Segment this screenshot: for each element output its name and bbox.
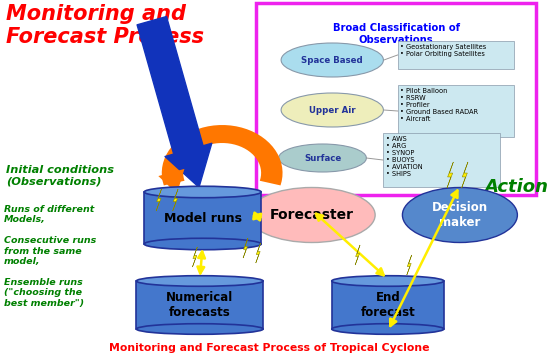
Text: Broad Classification of
Observations: Broad Classification of Observations	[332, 23, 460, 45]
Text: Initial conditions
(Observations): Initial conditions (Observations)	[6, 165, 114, 187]
Bar	[383, 133, 500, 187]
Ellipse shape	[144, 238, 261, 250]
Text: • Geostationary Satellites
• Polar Orbiting Satellites: • Geostationary Satellites • Polar Orbit…	[400, 44, 487, 57]
Ellipse shape	[403, 187, 518, 242]
Text: End
forecast: End forecast	[361, 291, 415, 319]
Bar	[398, 41, 514, 69]
Polygon shape	[173, 189, 178, 211]
Bar	[137, 281, 263, 329]
Text: • AWS
• ARG
• SYNOP
• BUOYS
• AVIATION
• SHIPS: • AWS • ARG • SYNOP • BUOYS • AVIATION •…	[386, 136, 422, 177]
Text: Model runs: Model runs	[164, 211, 242, 225]
Polygon shape	[156, 189, 161, 211]
Bar	[256, 3, 536, 195]
Polygon shape	[256, 243, 260, 263]
Text: Runs of different
Models,

Consecutive runs
from the same
model,

Ensemble runs
: Runs of different Models, Consecutive ru…	[4, 205, 96, 308]
Bar	[332, 281, 444, 329]
Polygon shape	[447, 162, 453, 188]
Text: Decision
maker: Decision maker	[432, 201, 488, 229]
Polygon shape	[355, 245, 360, 265]
Ellipse shape	[332, 324, 444, 334]
Text: Surface: Surface	[304, 154, 341, 162]
Ellipse shape	[332, 276, 444, 286]
Polygon shape	[462, 162, 468, 188]
Polygon shape	[162, 125, 283, 185]
Ellipse shape	[279, 144, 366, 172]
Text: Monitoring and
Forecast Process: Monitoring and Forecast Process	[6, 4, 204, 47]
Text: Numerical
forecasts: Numerical forecasts	[166, 291, 233, 319]
Text: • Pilot Balloon
• RSRW
• Profiler
• Ground Based RADAR
• Aircraft: • Pilot Balloon • RSRW • Profiler • Grou…	[400, 88, 478, 122]
FancyArrowPatch shape	[137, 16, 212, 187]
Ellipse shape	[144, 186, 261, 198]
Polygon shape	[407, 255, 411, 275]
Ellipse shape	[137, 276, 263, 286]
Polygon shape	[158, 169, 185, 194]
Bar	[144, 192, 261, 244]
Polygon shape	[192, 247, 197, 267]
Text: Action: Action	[484, 178, 549, 196]
Ellipse shape	[281, 93, 383, 127]
Ellipse shape	[248, 187, 375, 242]
Ellipse shape	[281, 43, 383, 77]
Ellipse shape	[137, 324, 263, 334]
Text: Upper Air: Upper Air	[309, 106, 356, 115]
Text: Monitoring and Forecast Process of Tropical Cyclone: Monitoring and Forecast Process of Tropi…	[109, 343, 429, 353]
Text: Forecaster: Forecaster	[270, 208, 354, 222]
Bar	[398, 85, 514, 137]
Text: Space Based: Space Based	[301, 55, 363, 65]
Polygon shape	[243, 238, 248, 258]
